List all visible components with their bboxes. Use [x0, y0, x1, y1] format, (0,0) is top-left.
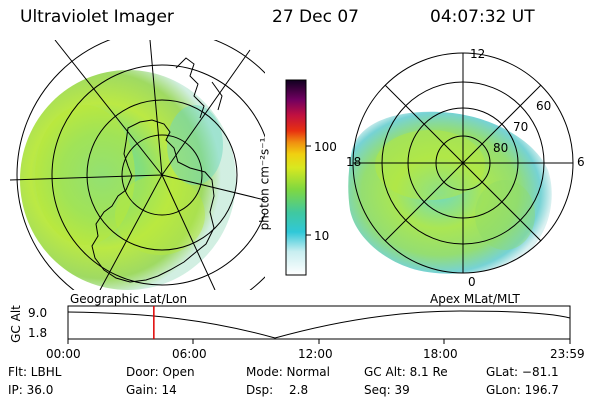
door-value: Door: Open — [126, 365, 195, 379]
alt-xtick: 18:00 — [423, 347, 458, 361]
alt-xtick: 12:00 — [298, 347, 333, 361]
ip-value: IP: 36.0 — [8, 383, 54, 397]
colorbar-tick-10: 10 — [314, 229, 330, 243]
geographic-label: Geographic Lat/Lon — [70, 292, 188, 306]
alt-ytick-9: 9.0 — [28, 306, 48, 320]
mlat-label-60: 60 — [536, 99, 552, 113]
alt-orbit-curve — [67, 310, 571, 339]
alt-axis-label: GC Alt — [8, 305, 23, 343]
glat-value: GLat: −81.1 — [486, 365, 559, 379]
mlat-label-70: 70 — [513, 120, 529, 134]
dsp-label: Dsp: — [246, 383, 274, 397]
dsp-value: 2.8 — [289, 383, 309, 397]
gc-alt-value: GC Alt: 8.1 Re — [364, 365, 448, 379]
colorbar-unit-label: photon cm⁻²s⁻¹ — [257, 137, 272, 231]
time-label: 04:07:32 UT — [430, 7, 535, 27]
apex-label: Apex MLat/MLT — [430, 292, 520, 306]
mlat-label-80: 80 — [493, 141, 509, 155]
filter-value: Flt: LBHL — [8, 365, 62, 379]
colorbar-ticks — [306, 145, 311, 236]
mlt-label-12: 12 — [470, 47, 486, 61]
alt-xtick: 00:00 — [46, 347, 81, 361]
colorbar-tick-100: 100 — [314, 140, 337, 154]
magnetic-polar-panel — [348, 52, 574, 274]
polar-grid — [352, 52, 574, 274]
mode-value: Mode: Normal — [246, 365, 330, 379]
geographic-graticule — [10, 40, 265, 290]
alt-plot-ticks — [67, 339, 571, 344]
mlt-label-0: 0 — [468, 275, 476, 289]
mlt-label-18: 18 — [346, 155, 362, 169]
alt-xtick: 06:00 — [172, 347, 207, 361]
alt-xtick: 23:59 — [550, 347, 585, 361]
geographic-map-panel — [10, 40, 265, 290]
instrument-title: Ultraviolet Imager — [20, 7, 174, 27]
seq-value: Seq: 39 — [364, 383, 410, 397]
aurora-emission-right — [348, 111, 552, 274]
colorbar — [285, 79, 307, 276]
mlt-label-6: 6 — [577, 155, 585, 169]
gain-value: Gain: 14 — [126, 383, 177, 397]
date-label: 27 Dec 07 — [272, 7, 359, 27]
alt-ytick-1-8: 1.8 — [28, 326, 48, 340]
glon-value: GLon: 196.7 — [486, 383, 559, 397]
coastline — [91, 119, 215, 283]
